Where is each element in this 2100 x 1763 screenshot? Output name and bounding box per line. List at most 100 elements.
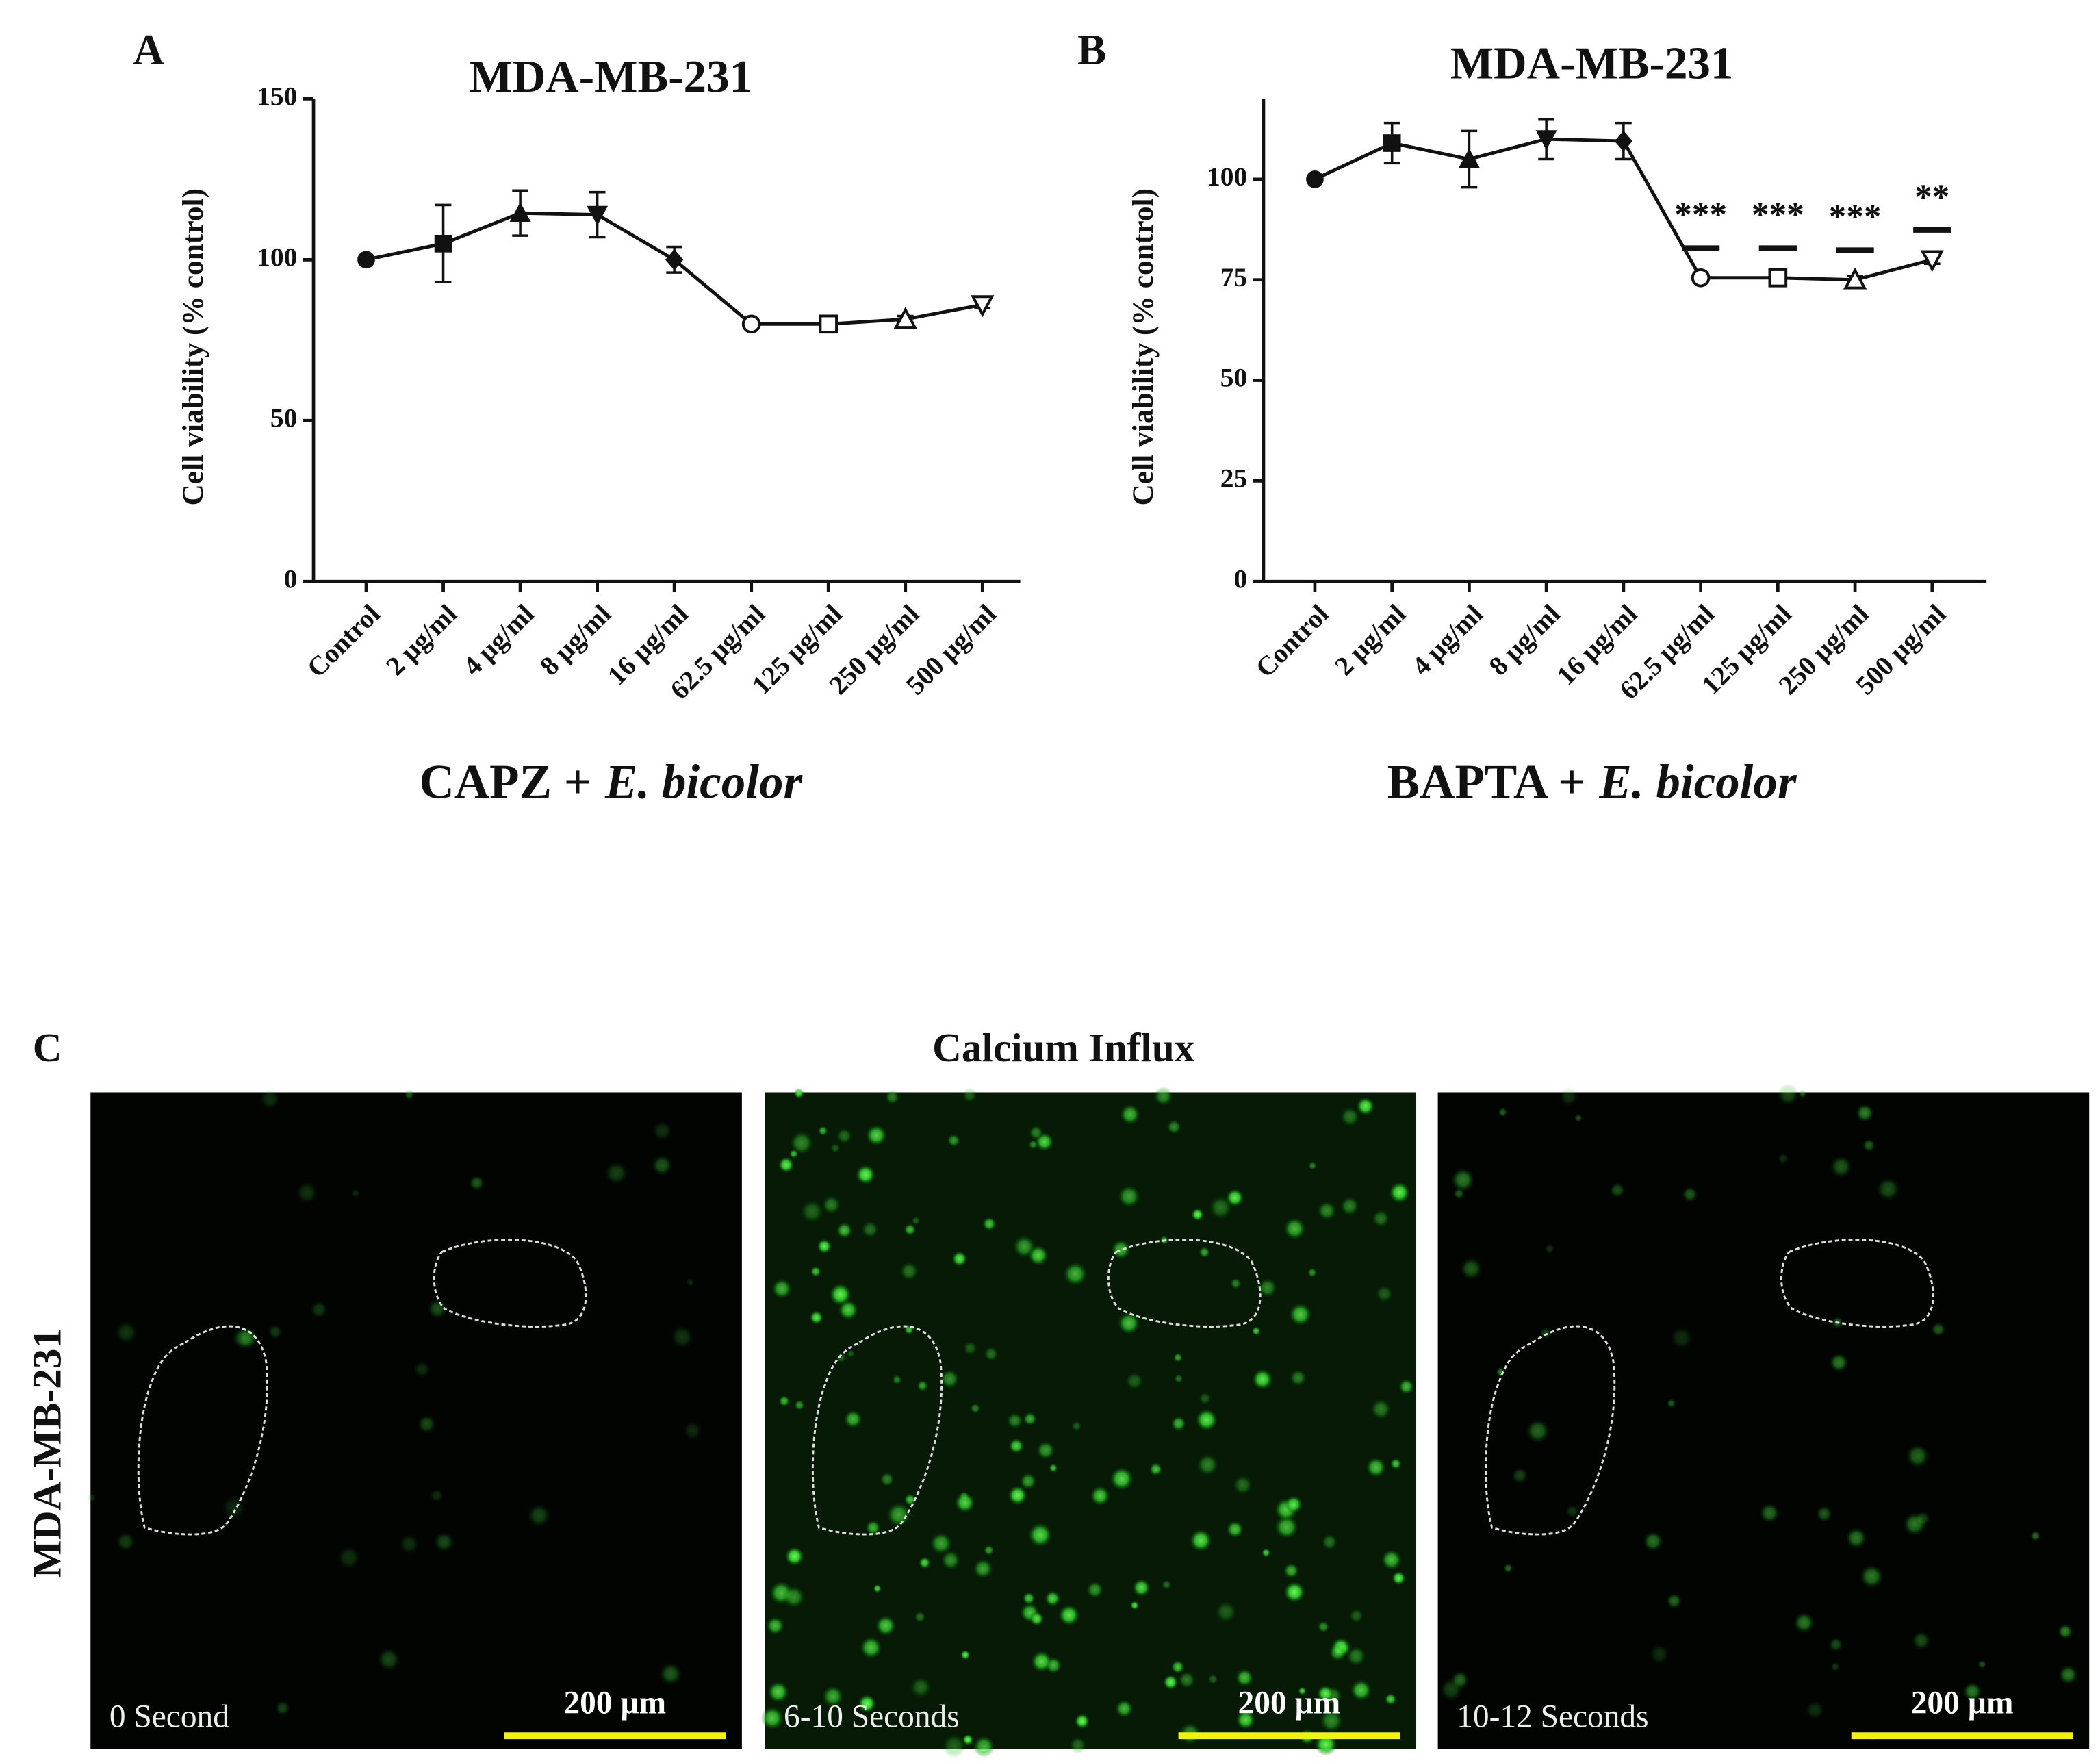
cell-dot (767, 1681, 789, 1703)
cell-dot (1153, 1086, 1173, 1106)
cell-dot (1233, 1475, 1253, 1495)
cell-dot (984, 1346, 999, 1362)
cell-dot (817, 1239, 832, 1254)
marker (1614, 130, 1633, 152)
cell-dot (1031, 1651, 1053, 1673)
cell-dot (1170, 1660, 1185, 1674)
cell-dot (861, 1221, 879, 1239)
cell-dot (1498, 1107, 1508, 1117)
cell-dot (1199, 1392, 1212, 1405)
cell-dot (1392, 1571, 1406, 1586)
significance: *** (1752, 196, 1804, 235)
x-tick-label: Control (301, 598, 386, 683)
cell-dot (1290, 1369, 1307, 1386)
marker (587, 205, 609, 226)
cell-dot (836, 1222, 853, 1239)
cell-dot (1346, 1646, 1366, 1666)
cell-dot (962, 1087, 977, 1103)
x-tick-label: 2 µg/ml (380, 598, 463, 681)
cell-dot (771, 1278, 793, 1299)
cell-dot (1307, 1267, 1318, 1278)
cell-dot (1350, 1679, 1372, 1701)
cell-dot (892, 1374, 902, 1385)
cell-dot (1045, 1590, 1061, 1607)
cell-dot (880, 1472, 895, 1487)
cell-dot (836, 1352, 847, 1363)
cell-dot (1915, 1511, 1930, 1527)
cell-dot (404, 1089, 415, 1100)
cell-dot (1320, 1709, 1344, 1733)
cell-dot (683, 1421, 702, 1441)
cell-dot (1845, 1527, 1867, 1549)
cell-dot (1049, 1463, 1058, 1473)
cell-dot (1816, 1506, 1833, 1523)
y-tick-label: 50 (1220, 363, 1247, 393)
cell-dot (1283, 1217, 1306, 1240)
cell-dot (1356, 1097, 1375, 1116)
image-caption: 6-10 Seconds (784, 1699, 960, 1734)
cell-dot (1110, 1467, 1134, 1491)
cell-dot (817, 1126, 828, 1137)
panel-label: A (133, 26, 164, 74)
y-tick-label: 50 (270, 403, 297, 433)
cell-dot (259, 1089, 281, 1110)
cell-dot (1162, 1580, 1172, 1590)
cell-dot (1029, 1611, 1045, 1626)
cell-dot (1862, 1139, 1875, 1152)
cell-dot (1450, 1671, 1470, 1689)
cell-dot (1036, 1441, 1055, 1460)
cell-dot (904, 1223, 917, 1236)
y-axis-label: Cell viability (% control) (177, 188, 209, 506)
x-axis-label-part: E. bicolor (604, 756, 804, 809)
cell-dot (1381, 1549, 1402, 1571)
cell-dot (873, 1584, 882, 1593)
cell-dot (1375, 1284, 1394, 1303)
cell-dot (1911, 1631, 1931, 1650)
cell-dot (838, 1299, 859, 1321)
cell-dot (1370, 1398, 1392, 1420)
chart-title: MDA-MB-231 (469, 51, 752, 102)
cell-dot (1226, 1521, 1244, 1538)
cell-dot (1298, 1686, 1307, 1695)
significance: *** (1829, 198, 1882, 237)
cell-dot (1317, 1201, 1337, 1221)
cell-dot (1609, 1182, 1626, 1198)
cell-dot (86, 1493, 97, 1503)
cell-dot (809, 1310, 823, 1325)
cell-dot (1215, 1601, 1237, 1623)
cell-dot (911, 1216, 921, 1226)
cell-dot (1283, 1562, 1299, 1579)
image-background (90, 1092, 742, 1749)
cell-dot (1931, 1322, 1946, 1337)
cell-dot (1289, 1303, 1312, 1326)
cell-dot (1163, 1674, 1179, 1690)
cell-dot (1777, 1083, 1800, 1106)
cell-dot (1666, 1398, 1676, 1408)
cell-dot (1308, 1161, 1317, 1170)
y-tick-label: 0 (284, 563, 298, 594)
x-tick-label: 4 µg/ml (457, 598, 540, 681)
cell-dot (652, 1154, 673, 1176)
cell-dot (930, 1532, 953, 1555)
cell-dot (789, 1131, 814, 1155)
cell-dot (268, 1324, 283, 1339)
cell-dot (1275, 1515, 1298, 1539)
cell-dot (1019, 1473, 1037, 1490)
cell-dot (904, 1493, 917, 1506)
cell-dot (1149, 1462, 1163, 1476)
cell-dot (350, 1188, 361, 1198)
cell-dot (1225, 1188, 1244, 1207)
cell-dot (1496, 1367, 1506, 1377)
cell-dot (951, 1251, 968, 1267)
cell-dot (1069, 1736, 1087, 1754)
image-caption: 0 Second (110, 1699, 229, 1734)
y-axis-label: Cell viability (% control) (1127, 188, 1160, 506)
cell-dot (858, 1694, 877, 1713)
cell-dot (527, 1504, 551, 1527)
cell-dot (1173, 1352, 1183, 1362)
cell-dot (1008, 1438, 1025, 1454)
cell-dot (652, 1121, 673, 1141)
cell-dot (1174, 1373, 1183, 1384)
panel-title: Calcium Influx (932, 1025, 1195, 1070)
cell-dot (810, 1266, 821, 1278)
